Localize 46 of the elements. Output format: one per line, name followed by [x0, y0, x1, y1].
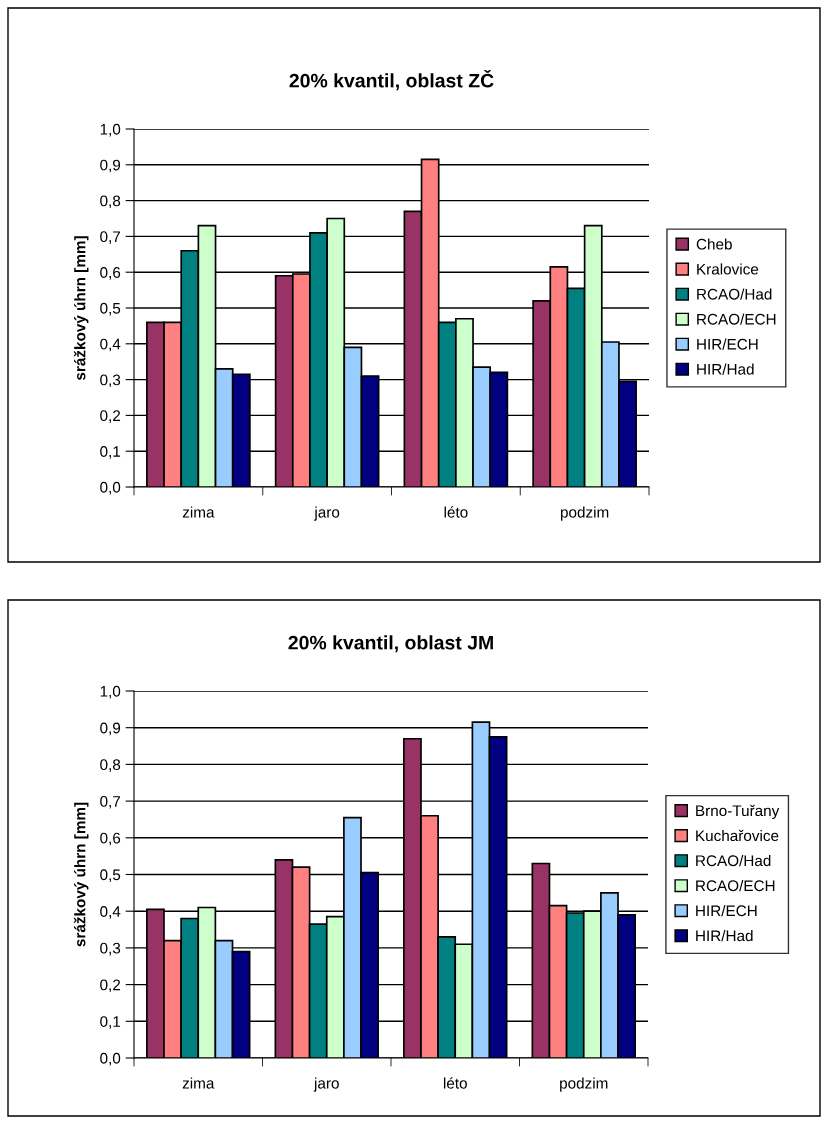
y-tick-label: 0,9	[100, 159, 121, 173]
x-tick-label: podzim	[560, 506, 609, 521]
y-tick-label: 0,7	[100, 231, 121, 244]
y-tick-label: 1,0	[100, 685, 121, 699]
y-tick-label: 0,5	[100, 869, 121, 882]
y-axis-title: srážkový úhrn [mm]	[73, 802, 89, 947]
legend-label: Kuchařovice	[696, 829, 779, 842]
legend-label: RCAO/ECH	[697, 313, 776, 325]
legend-label: RCAO/Had	[697, 288, 772, 300]
legend-label: HIR/ECH	[697, 338, 758, 350]
y-tick-label: 0,0	[100, 1052, 121, 1066]
y-tick-label: 0,0	[100, 481, 121, 495]
y-tick-label: 0,1	[100, 1016, 121, 1029]
y-tick-label: 0,7	[100, 795, 121, 809]
y-tick-label: 0,4	[100, 906, 121, 919]
legend-label: HIR/Had	[696, 929, 753, 942]
chart-title: 20% kvantil, oblast ZČ	[289, 69, 494, 91]
chart-title: 20% kvantil, oblast JM	[288, 635, 493, 653]
x-tick-label: podzim	[560, 1077, 608, 1092]
legend-label: Kralovice	[697, 263, 759, 275]
y-tick-label: 0,5	[100, 302, 121, 316]
y-tick-label: 0,4	[100, 338, 121, 352]
legend-label: Cheb	[696, 238, 732, 250]
x-tick-label: léto	[443, 1077, 467, 1089]
legend-label: HIR/ECH	[696, 904, 757, 917]
y-tick-label: 0,8	[100, 195, 121, 209]
y-axis-title: srážkový úhrn [mm]	[73, 236, 89, 381]
x-tick-label: jaro	[313, 1077, 339, 1092]
legend-label: Brno-Tuřany	[696, 804, 780, 820]
legend-label: HIR/Had	[697, 363, 754, 375]
x-tick-label: zima	[182, 506, 215, 518]
y-tick-label: 1,0	[100, 123, 121, 137]
x-tick-label: léto	[444, 506, 468, 518]
y-tick-label: 0,3	[100, 374, 121, 388]
legend-label: RCAO/Had	[696, 854, 771, 867]
y-tick-label: 0,9	[100, 722, 121, 736]
legend-label: RCAO/ECH	[696, 879, 775, 892]
y-tick-label: 0,1	[100, 446, 121, 459]
y-tick-label: 0,8	[100, 759, 121, 772]
y-tick-label: 0,6	[100, 832, 121, 846]
y-tick-label: 0,3	[100, 942, 121, 956]
x-tick-label: zima	[182, 1077, 215, 1089]
x-tick-label: jaro	[314, 506, 340, 521]
y-tick-label: 0,6	[100, 267, 121, 280]
y-tick-label: 0,2	[100, 979, 121, 993]
y-tick-label: 0,2	[100, 410, 121, 423]
